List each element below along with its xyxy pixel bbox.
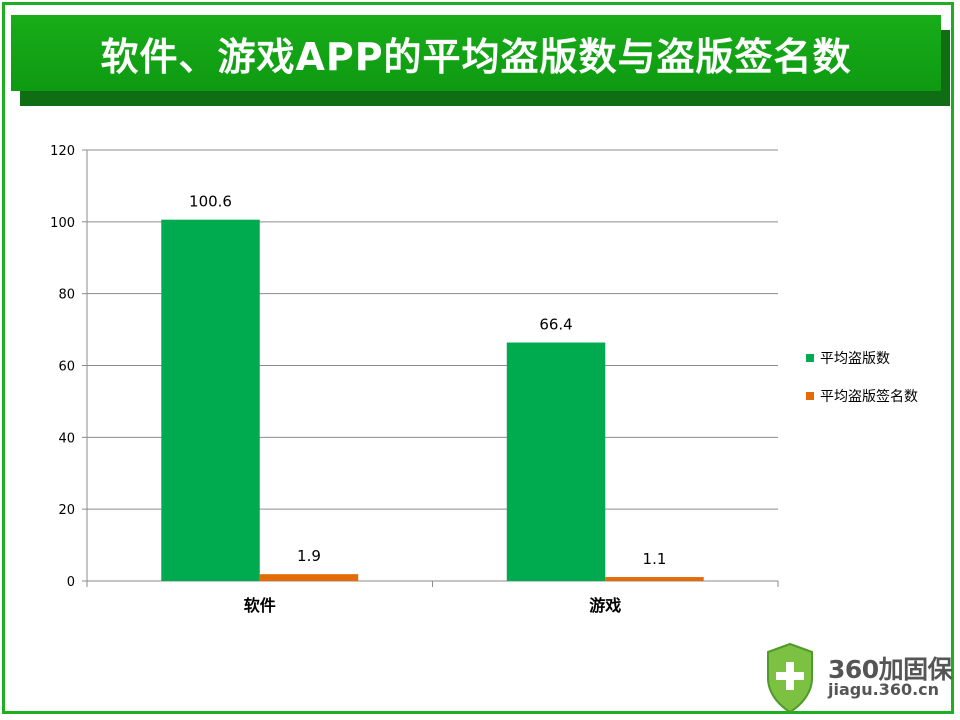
brand-url: jiagu.360.cn	[828, 680, 940, 699]
brand-logo	[767, 642, 813, 714]
bar	[605, 577, 704, 581]
y-tick-label: 40	[58, 431, 75, 446]
data-label: 66.4	[539, 316, 572, 334]
slide-title: 软件、游戏APP的平均盗版数与盗版签名数	[100, 34, 852, 79]
y-tick-label: 0	[67, 575, 75, 590]
bar	[506, 342, 606, 581]
bar	[161, 219, 260, 581]
legend-swatch	[806, 354, 814, 362]
y-tick-label: 20	[58, 503, 75, 518]
y-tick-label: 100	[50, 216, 75, 231]
x-tick-label: 游戏	[589, 596, 621, 615]
bar	[259, 574, 359, 581]
y-tick-label: 80	[58, 288, 75, 303]
legend-label: 平均盗版签名数	[820, 388, 918, 405]
brand-name: 360加固保	[828, 655, 953, 684]
legend-swatch	[806, 392, 814, 400]
plus-icon	[776, 662, 804, 690]
data-label: 100.6	[189, 193, 232, 211]
legend-label: 平均盗版数	[820, 351, 890, 367]
y-tick-label: 120	[50, 144, 75, 159]
y-tick-label: 60	[58, 360, 75, 375]
data-label: 1.9	[297, 547, 321, 565]
title-bar: 软件、游戏APP的平均盗版数与盗版签名数	[11, 15, 941, 91]
x-tick-label: 软件	[244, 596, 276, 615]
data-label: 1.1	[643, 550, 667, 568]
